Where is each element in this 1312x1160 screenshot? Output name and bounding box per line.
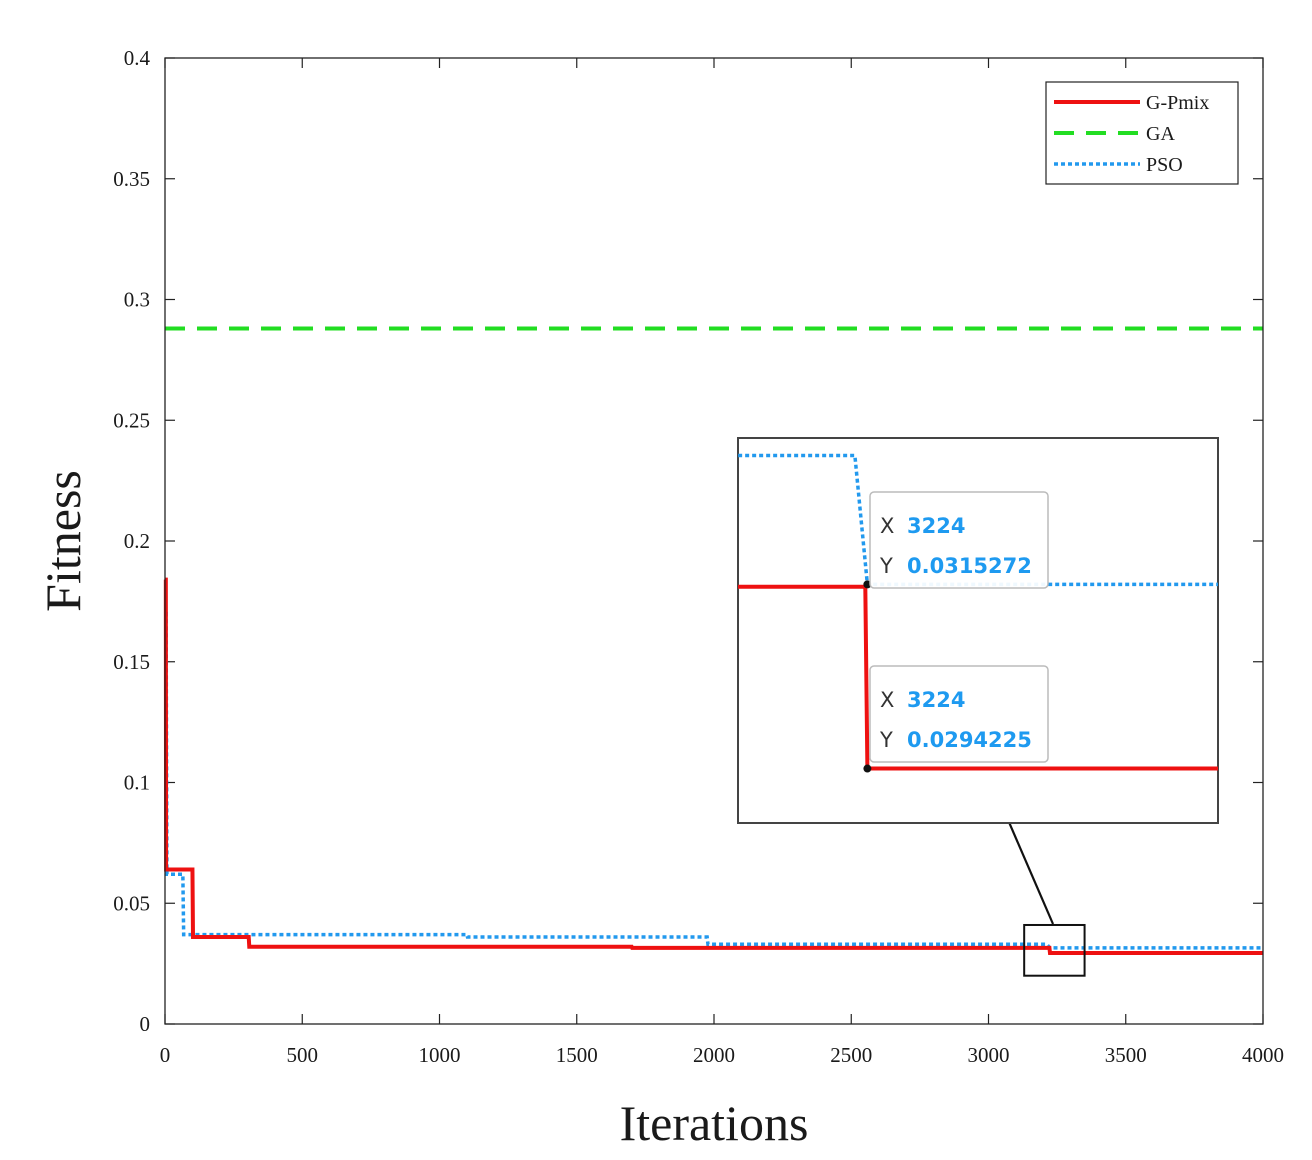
x-tick-label: 500: [287, 1043, 319, 1067]
series-layer: [163, 326, 1263, 955]
datatip-marker: [863, 764, 872, 773]
x-tick-label: 0: [160, 1043, 171, 1067]
y-tick-label: 0.35: [113, 167, 150, 191]
plot-frame: [164, 57, 1264, 1025]
tick-labels: 0 500 1000 1500 2000 2500 3000 3500 4000 0 0.05 0.1…: [113, 46, 1284, 1067]
datatip-x-label: X: [880, 688, 894, 712]
y-tick-label: 0.1: [124, 771, 150, 795]
datatip-x-value: 3224: [907, 688, 965, 712]
y-tick-label: 0: [140, 1012, 151, 1036]
datatip-y-label: Y: [879, 728, 893, 752]
x-tick-label: 2000: [693, 1043, 735, 1067]
zoom-region-box: [1023, 923, 1086, 977]
legend-label: GA: [1146, 123, 1175, 145]
datatip-box: [869, 665, 1049, 763]
datatip-x-value: 3224: [907, 514, 965, 538]
datatip-y-value: 0.0294225: [907, 728, 1032, 752]
datatip-x-label: X: [880, 514, 894, 538]
inset-series: [738, 453, 1218, 771]
series-line-g-pmix: [163, 577, 1263, 955]
legend-box: [1045, 81, 1239, 185]
legend: G-Pmix GA PSO: [1045, 81, 1239, 185]
y-tick-label: 0.15: [113, 650, 150, 674]
inset-line-g-pmix: [738, 584, 1218, 771]
x-tick-label: 3500: [1105, 1043, 1147, 1067]
x-tick-label: 2500: [830, 1043, 872, 1067]
x-tick-label: 3000: [968, 1043, 1010, 1067]
datatip-box: [869, 491, 1049, 589]
y-axis-label: Fitness: [35, 470, 91, 612]
datatip-y-label: Y: [879, 554, 893, 578]
legend-label: PSO: [1146, 154, 1183, 176]
x-tick-label: 4000: [1242, 1043, 1284, 1067]
datatip-y-value: 0.0315272: [907, 554, 1032, 578]
y-tick-label: 0.4: [124, 46, 151, 70]
y-tick-label: 0.05: [113, 891, 150, 915]
legend-label: G-Pmix: [1146, 92, 1209, 114]
zoom-inset: X 3224 Y 0.0315272 X 3224 Y 0.0294225: [737, 437, 1219, 824]
y-tick-label: 0.25: [113, 408, 150, 432]
x-tick-label: 1000: [419, 1043, 461, 1067]
x-tick-label: 1500: [556, 1043, 598, 1067]
y-tick-label: 0.3: [124, 288, 150, 312]
x-axis-label: Iterations: [620, 1095, 809, 1151]
y-tick-label: 0.2: [124, 529, 150, 553]
